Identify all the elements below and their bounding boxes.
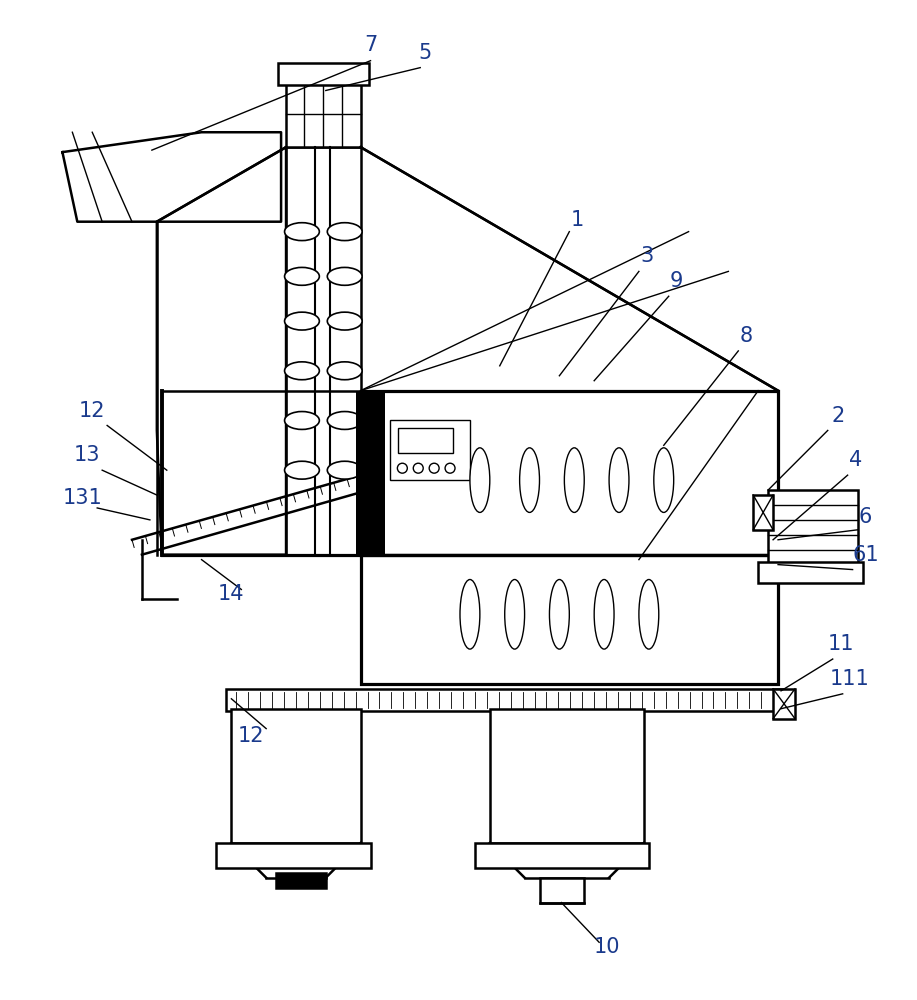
Bar (490, 709, 644, 843)
Bar (753, 495, 773, 530)
Text: 4: 4 (849, 450, 862, 470)
Ellipse shape (397, 463, 407, 473)
Text: 10: 10 (594, 937, 620, 957)
Ellipse shape (429, 463, 439, 473)
Ellipse shape (284, 461, 319, 479)
Ellipse shape (327, 267, 362, 285)
Bar (278, 63, 369, 85)
Text: 131: 131 (62, 488, 102, 508)
Ellipse shape (609, 448, 629, 512)
Text: 12: 12 (79, 401, 105, 421)
Bar (768, 490, 857, 565)
Bar (539, 878, 584, 903)
Ellipse shape (445, 463, 455, 473)
Bar (231, 709, 360, 843)
Bar (286, 147, 360, 555)
Ellipse shape (639, 580, 658, 649)
Text: 3: 3 (640, 246, 654, 266)
Ellipse shape (327, 412, 362, 429)
Text: 14: 14 (218, 584, 245, 604)
Ellipse shape (504, 580, 525, 649)
Bar (758, 562, 863, 583)
Ellipse shape (284, 223, 319, 241)
Text: 5: 5 (418, 43, 432, 63)
Ellipse shape (284, 267, 319, 285)
Text: 12: 12 (238, 726, 264, 746)
Ellipse shape (327, 223, 362, 241)
Ellipse shape (594, 580, 614, 649)
Ellipse shape (284, 312, 319, 330)
Ellipse shape (470, 448, 490, 512)
Ellipse shape (327, 362, 362, 380)
Text: 7: 7 (364, 35, 377, 55)
Bar (226, 689, 783, 711)
Text: 61: 61 (852, 545, 878, 565)
Bar (360, 391, 778, 555)
Bar (216, 843, 370, 868)
Bar (360, 555, 778, 684)
Text: 1: 1 (570, 210, 584, 230)
Text: 11: 11 (827, 634, 854, 654)
Ellipse shape (414, 463, 424, 473)
Text: 8: 8 (740, 326, 753, 346)
Ellipse shape (284, 412, 319, 429)
Bar (398, 428, 453, 453)
Bar (286, 83, 360, 147)
Ellipse shape (460, 580, 480, 649)
Bar (276, 873, 326, 888)
Bar (475, 843, 649, 868)
Ellipse shape (549, 580, 569, 649)
Ellipse shape (520, 448, 539, 512)
Text: 6: 6 (859, 507, 872, 527)
Ellipse shape (284, 362, 319, 380)
Text: 111: 111 (830, 669, 869, 689)
Ellipse shape (327, 312, 362, 330)
Text: 13: 13 (74, 445, 101, 465)
Bar (391, 420, 470, 480)
Text: 2: 2 (831, 406, 845, 426)
Bar (356, 391, 385, 555)
Ellipse shape (327, 461, 362, 479)
Ellipse shape (654, 448, 674, 512)
Ellipse shape (564, 448, 584, 512)
Bar (773, 689, 795, 719)
Text: 9: 9 (670, 271, 683, 291)
